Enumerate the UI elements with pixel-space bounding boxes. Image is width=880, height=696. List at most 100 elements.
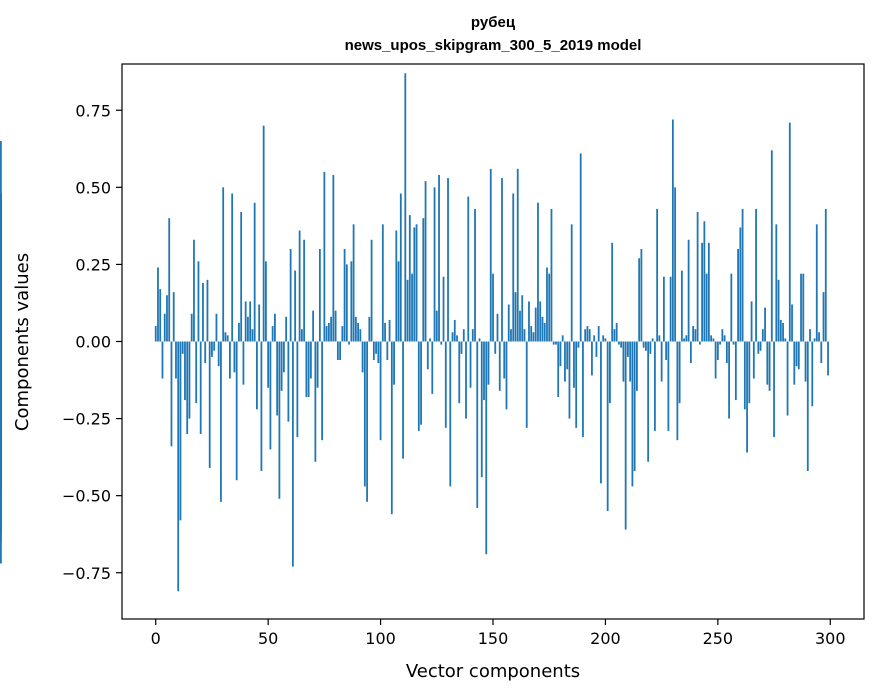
x-tick-label: 200 <box>590 629 621 648</box>
bar-275 <box>773 341 775 438</box>
bar-121 <box>426 341 429 370</box>
bar-undefined <box>0 141 2 342</box>
bar-270 <box>761 329 764 342</box>
bar-289 <box>804 341 807 382</box>
bar-62 <box>294 270 297 342</box>
bar-177 <box>552 341 555 345</box>
bar-59 <box>287 341 290 422</box>
bar-41 <box>247 316 249 342</box>
bar-265 <box>750 301 753 342</box>
bar-284 <box>793 341 796 385</box>
bar-291 <box>809 329 811 342</box>
bar-190 <box>582 341 584 438</box>
bar-266 <box>752 341 755 379</box>
bar-192 <box>586 326 589 342</box>
bar-133 <box>453 319 456 342</box>
bar-163 <box>521 295 524 342</box>
bar-98 <box>375 341 377 354</box>
bar-87 <box>350 261 353 342</box>
bar-70 <box>312 310 315 342</box>
bar-88 <box>352 224 355 342</box>
bar-63 <box>296 341 299 438</box>
bar-279 <box>782 323 784 342</box>
bar-92 <box>361 341 364 373</box>
bar-23 <box>206 279 209 342</box>
bar-153 <box>498 341 501 391</box>
bar-116 <box>415 224 418 342</box>
bar-101 <box>381 224 384 342</box>
bars-group <box>0 73 829 592</box>
bar-204 <box>613 329 616 342</box>
bar-158 <box>510 329 512 342</box>
bar-260 <box>739 227 742 342</box>
bar-214 <box>636 341 638 391</box>
bar-182 <box>564 341 566 382</box>
bar-234 <box>680 270 683 342</box>
bar-197 <box>597 326 600 342</box>
bar-52 <box>271 326 274 342</box>
bar-120 <box>424 181 427 342</box>
bar-89 <box>354 316 357 342</box>
bar-74 <box>321 341 324 441</box>
bar-5 <box>166 295 168 342</box>
bar-143 <box>476 341 479 508</box>
bar-1 <box>157 267 159 342</box>
bar-53 <box>273 313 276 342</box>
bar-294 <box>815 224 818 342</box>
bar-253 <box>723 335 726 342</box>
bar-93 <box>363 341 366 487</box>
x-tick-label: 150 <box>478 629 509 648</box>
bar-228 <box>667 341 670 431</box>
bar-249 <box>714 341 717 379</box>
bar-58 <box>285 316 288 342</box>
bar-42 <box>249 301 252 342</box>
bar-73 <box>318 249 321 342</box>
bar-242 <box>698 341 701 345</box>
bar-186 <box>573 341 575 388</box>
bar-247 <box>710 335 713 342</box>
bar-102 <box>384 323 386 342</box>
bar-236 <box>685 335 688 342</box>
bar-148 <box>487 341 490 385</box>
bar-229 <box>669 276 672 342</box>
bar-56 <box>280 341 283 391</box>
bar-77 <box>327 323 330 342</box>
bar-244 <box>703 221 706 342</box>
bar-55 <box>278 341 281 499</box>
bar-31 <box>224 332 227 342</box>
bar-295 <box>818 332 820 342</box>
bar-48 <box>262 125 265 342</box>
bar-169 <box>534 307 537 342</box>
bar-166 <box>528 301 530 342</box>
bar-277 <box>777 279 780 342</box>
bar-227 <box>665 341 668 360</box>
bar-36 <box>235 341 238 481</box>
bar-68 <box>307 341 310 397</box>
x-tick-label: 0 <box>151 629 161 648</box>
bar-221 <box>651 338 654 342</box>
bar-49 <box>265 261 267 342</box>
bar-33 <box>229 341 231 379</box>
bar-165 <box>525 341 528 428</box>
bar-232 <box>676 341 679 441</box>
bar-178 <box>555 341 557 345</box>
bar-134 <box>456 335 458 342</box>
bar-184 <box>568 341 571 419</box>
bar-118 <box>420 341 422 425</box>
bar-288 <box>802 273 805 342</box>
bar-224 <box>658 335 661 342</box>
x-axis: 0 50 100 150 200 250 300 <box>151 619 846 648</box>
bar-198 <box>600 341 602 484</box>
bar-191 <box>584 329 587 342</box>
bar-18 <box>195 341 198 404</box>
bar-258 <box>734 341 737 401</box>
bar-66 <box>303 239 306 342</box>
bar-8 <box>172 292 175 342</box>
bar-233 <box>678 341 681 404</box>
bar-109 <box>399 193 402 342</box>
bar-14 <box>186 341 189 434</box>
x-tick-label: 250 <box>703 629 734 648</box>
bar-29 <box>220 341 222 502</box>
bar-10 <box>177 341 180 592</box>
